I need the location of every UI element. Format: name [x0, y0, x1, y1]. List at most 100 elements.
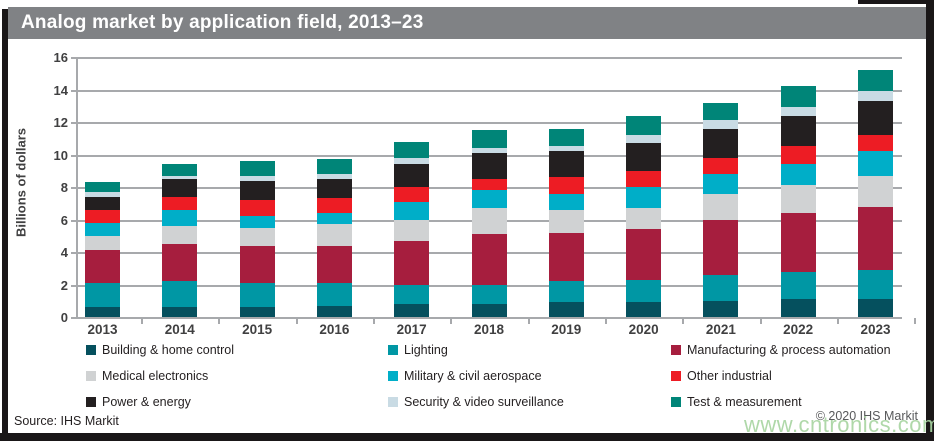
legend-label: Military & civil aerospace: [404, 368, 542, 383]
bar-segment: [239, 282, 275, 308]
bar-segment: [239, 175, 275, 181]
bar-segment: [316, 282, 352, 306]
legend-item: Security & video surveillance: [388, 395, 671, 409]
bar-segment: [703, 120, 739, 129]
legend-item: Building & home control: [86, 343, 388, 357]
bar-segment: [626, 302, 662, 317]
x-axis-year-label: 2014: [164, 322, 195, 337]
y-axis-tick: [71, 57, 76, 59]
y-axis-title: Billions of dollars: [13, 127, 29, 238]
security-video-surveillance-swatch: [388, 396, 398, 407]
y-axis-tick: [71, 219, 76, 222]
bar-segment: [239, 200, 275, 217]
bar-segment: [316, 159, 352, 174]
bar-segment: [548, 146, 584, 152]
bar-segment: [394, 284, 430, 304]
bar-segment: [471, 148, 507, 153]
x-axis-tick: [450, 318, 453, 324]
bar-segment: [548, 177, 584, 194]
medical-electronics-swatch: [86, 370, 96, 381]
bar-segment: [85, 209, 120, 223]
legend-item: Power & energy: [86, 395, 388, 409]
stacked-bar: [162, 164, 198, 317]
y-axis-tick: [71, 187, 76, 189]
plot-area: 0 2 4 6 8 10 12 14 16 2013 2014 2015 2016 2017 2018 201…: [54, 50, 917, 337]
bar-segment: [780, 107, 816, 116]
frame-top-cap: [858, 0, 934, 4]
legend-label: Medical electronics: [102, 368, 209, 383]
legend-item: Lighting: [388, 343, 671, 357]
bar-segment: [316, 224, 352, 246]
y-axis-tick-label: 2: [60, 277, 68, 293]
x-axis-year-label: 2019: [551, 322, 582, 337]
bar-segment: [780, 164, 816, 186]
y-axis-tick: [71, 284, 76, 287]
chart-title: Analog market by application field, 2013…: [21, 12, 424, 33]
bar-segment: [162, 196, 198, 210]
bar-segment: [780, 213, 816, 272]
frame-bottom-bar: [0, 433, 934, 441]
legend-label: Manufacturing & process automation: [687, 342, 891, 357]
bar-segment: [162, 175, 198, 179]
bar-segment: [162, 243, 198, 282]
legend: Building & home control Lighting Manufactu…: [86, 342, 920, 409]
bar-segment: [858, 70, 893, 92]
bar-segment: [471, 284, 507, 304]
gridline: [76, 57, 902, 59]
bar-segment: [394, 141, 430, 158]
stacked-bar: [394, 141, 430, 317]
bar-segment: [85, 196, 120, 210]
bar-segment: [316, 174, 352, 179]
x-axis-tick: [836, 318, 839, 324]
x-axis-tick: [373, 318, 376, 324]
bar-segment: [85, 250, 120, 283]
bar-segment: [548, 302, 584, 317]
bar-segment: [471, 304, 507, 317]
bar-segment: [471, 208, 507, 235]
bar-segment: [548, 281, 584, 303]
bar-segment: [703, 157, 739, 174]
bar-segment: [239, 307, 275, 317]
bar-segment: [548, 232, 584, 282]
bar-segment: [780, 299, 816, 317]
stacked-bar: [85, 182, 120, 317]
y-axis-tick-label: 10: [53, 147, 68, 163]
bar-segment: [162, 178, 198, 197]
x-axis-tick: [141, 318, 144, 324]
frame-right-bar: [926, 0, 934, 441]
bar-segment: [548, 128, 584, 147]
gridline: [76, 89, 902, 92]
bar-segment: [858, 100, 893, 135]
bar-segment: [626, 135, 662, 144]
y-axis-tick: [71, 154, 76, 157]
bar-segment: [626, 279, 662, 303]
bar-segment: [858, 135, 893, 152]
test-measurement-swatch: [671, 396, 681, 407]
bar-segment: [394, 201, 430, 220]
bar-segment: [703, 128, 739, 158]
bar-segment: [780, 271, 816, 300]
bar-segment: [162, 307, 198, 317]
bar-segment: [162, 281, 198, 308]
y-axis-tick-label: 4: [60, 245, 68, 260]
stacked-bar: [471, 130, 507, 317]
legend-item: Test & measurement: [671, 394, 920, 409]
legend-item: Other industrial: [671, 369, 920, 383]
bar-segment: [626, 208, 662, 230]
stacked-bar: [316, 159, 352, 317]
lighting-swatch: [388, 344, 398, 355]
legend-label: Test & measurement: [687, 394, 802, 409]
x-axis-tick: [295, 318, 298, 324]
power-energy-swatch: [86, 396, 96, 407]
bar-segment: [548, 193, 584, 210]
x-axis-year-label: 2016: [319, 322, 350, 337]
y-axis-tick-label: 12: [53, 115, 68, 130]
y-axis-line: [76, 57, 78, 318]
bar-segment: [471, 130, 507, 148]
y-axis-tick: [71, 122, 76, 124]
bar-segment: [471, 190, 507, 209]
bar-segment: [780, 185, 816, 213]
x-axis-year-label: 2018: [473, 322, 505, 337]
stacked-bar: [780, 86, 816, 317]
bar-segment: [471, 178, 507, 191]
